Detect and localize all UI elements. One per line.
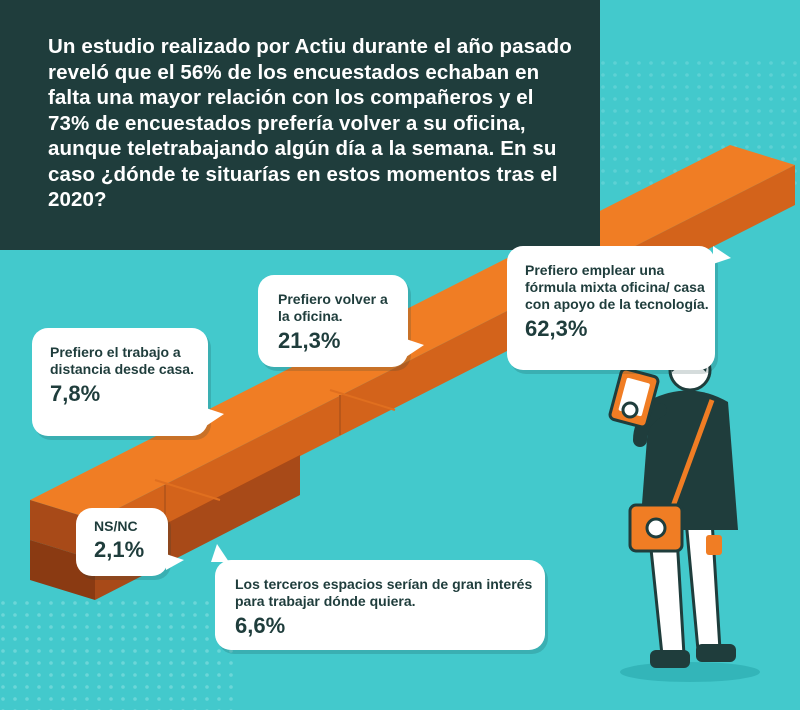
answer-bubble-third-spaces: Los terceros espacios serían de gran int… xyxy=(211,544,545,650)
answer-label: Prefiero emplear una fórmula mixta ofici… xyxy=(525,262,709,312)
header-panel: Un estudio realizado por Actiu durante e… xyxy=(0,0,600,250)
bag-strap xyxy=(665,399,715,521)
answer-label: Prefiero volver a la oficina. xyxy=(278,291,388,324)
answer-value: 2,1% xyxy=(94,537,145,562)
answer-bubble-office: Prefiero volver a la oficina. 21,3% xyxy=(258,275,424,367)
answer-label: NS/NC xyxy=(94,518,138,534)
bar-seam-1 xyxy=(154,479,221,501)
dot-pattern xyxy=(0,600,240,710)
person-hand xyxy=(621,401,639,419)
person-shoe-left xyxy=(650,650,690,668)
answer-value: 6,6% xyxy=(235,613,286,638)
person-with-tablet-illustration xyxy=(608,348,760,682)
headline-text: Un estudio realizado por Actiu durante e… xyxy=(48,35,572,211)
bar-seam-2 xyxy=(329,389,396,411)
answer-label: Prefiero el trabajo a distancia desde ca… xyxy=(50,344,194,377)
answer-bubble-hybrid: Prefiero emplear una fórmula mixta ofici… xyxy=(507,246,731,370)
person-shadow xyxy=(620,662,760,682)
answer-value: 62,3% xyxy=(525,316,588,341)
answer-bubble-nsnc: NS/NC 2,1% xyxy=(76,508,184,576)
answer-value: 7,8% xyxy=(50,381,101,406)
bar-top-face xyxy=(30,145,795,520)
answer-label: Los terceros espacios serían de gran int… xyxy=(235,576,533,609)
person-shoe-right xyxy=(696,644,736,662)
answer-value: 21,3% xyxy=(278,328,341,353)
answer-bubble-remote: Prefiero el trabajo a distancia desde ca… xyxy=(32,328,224,436)
